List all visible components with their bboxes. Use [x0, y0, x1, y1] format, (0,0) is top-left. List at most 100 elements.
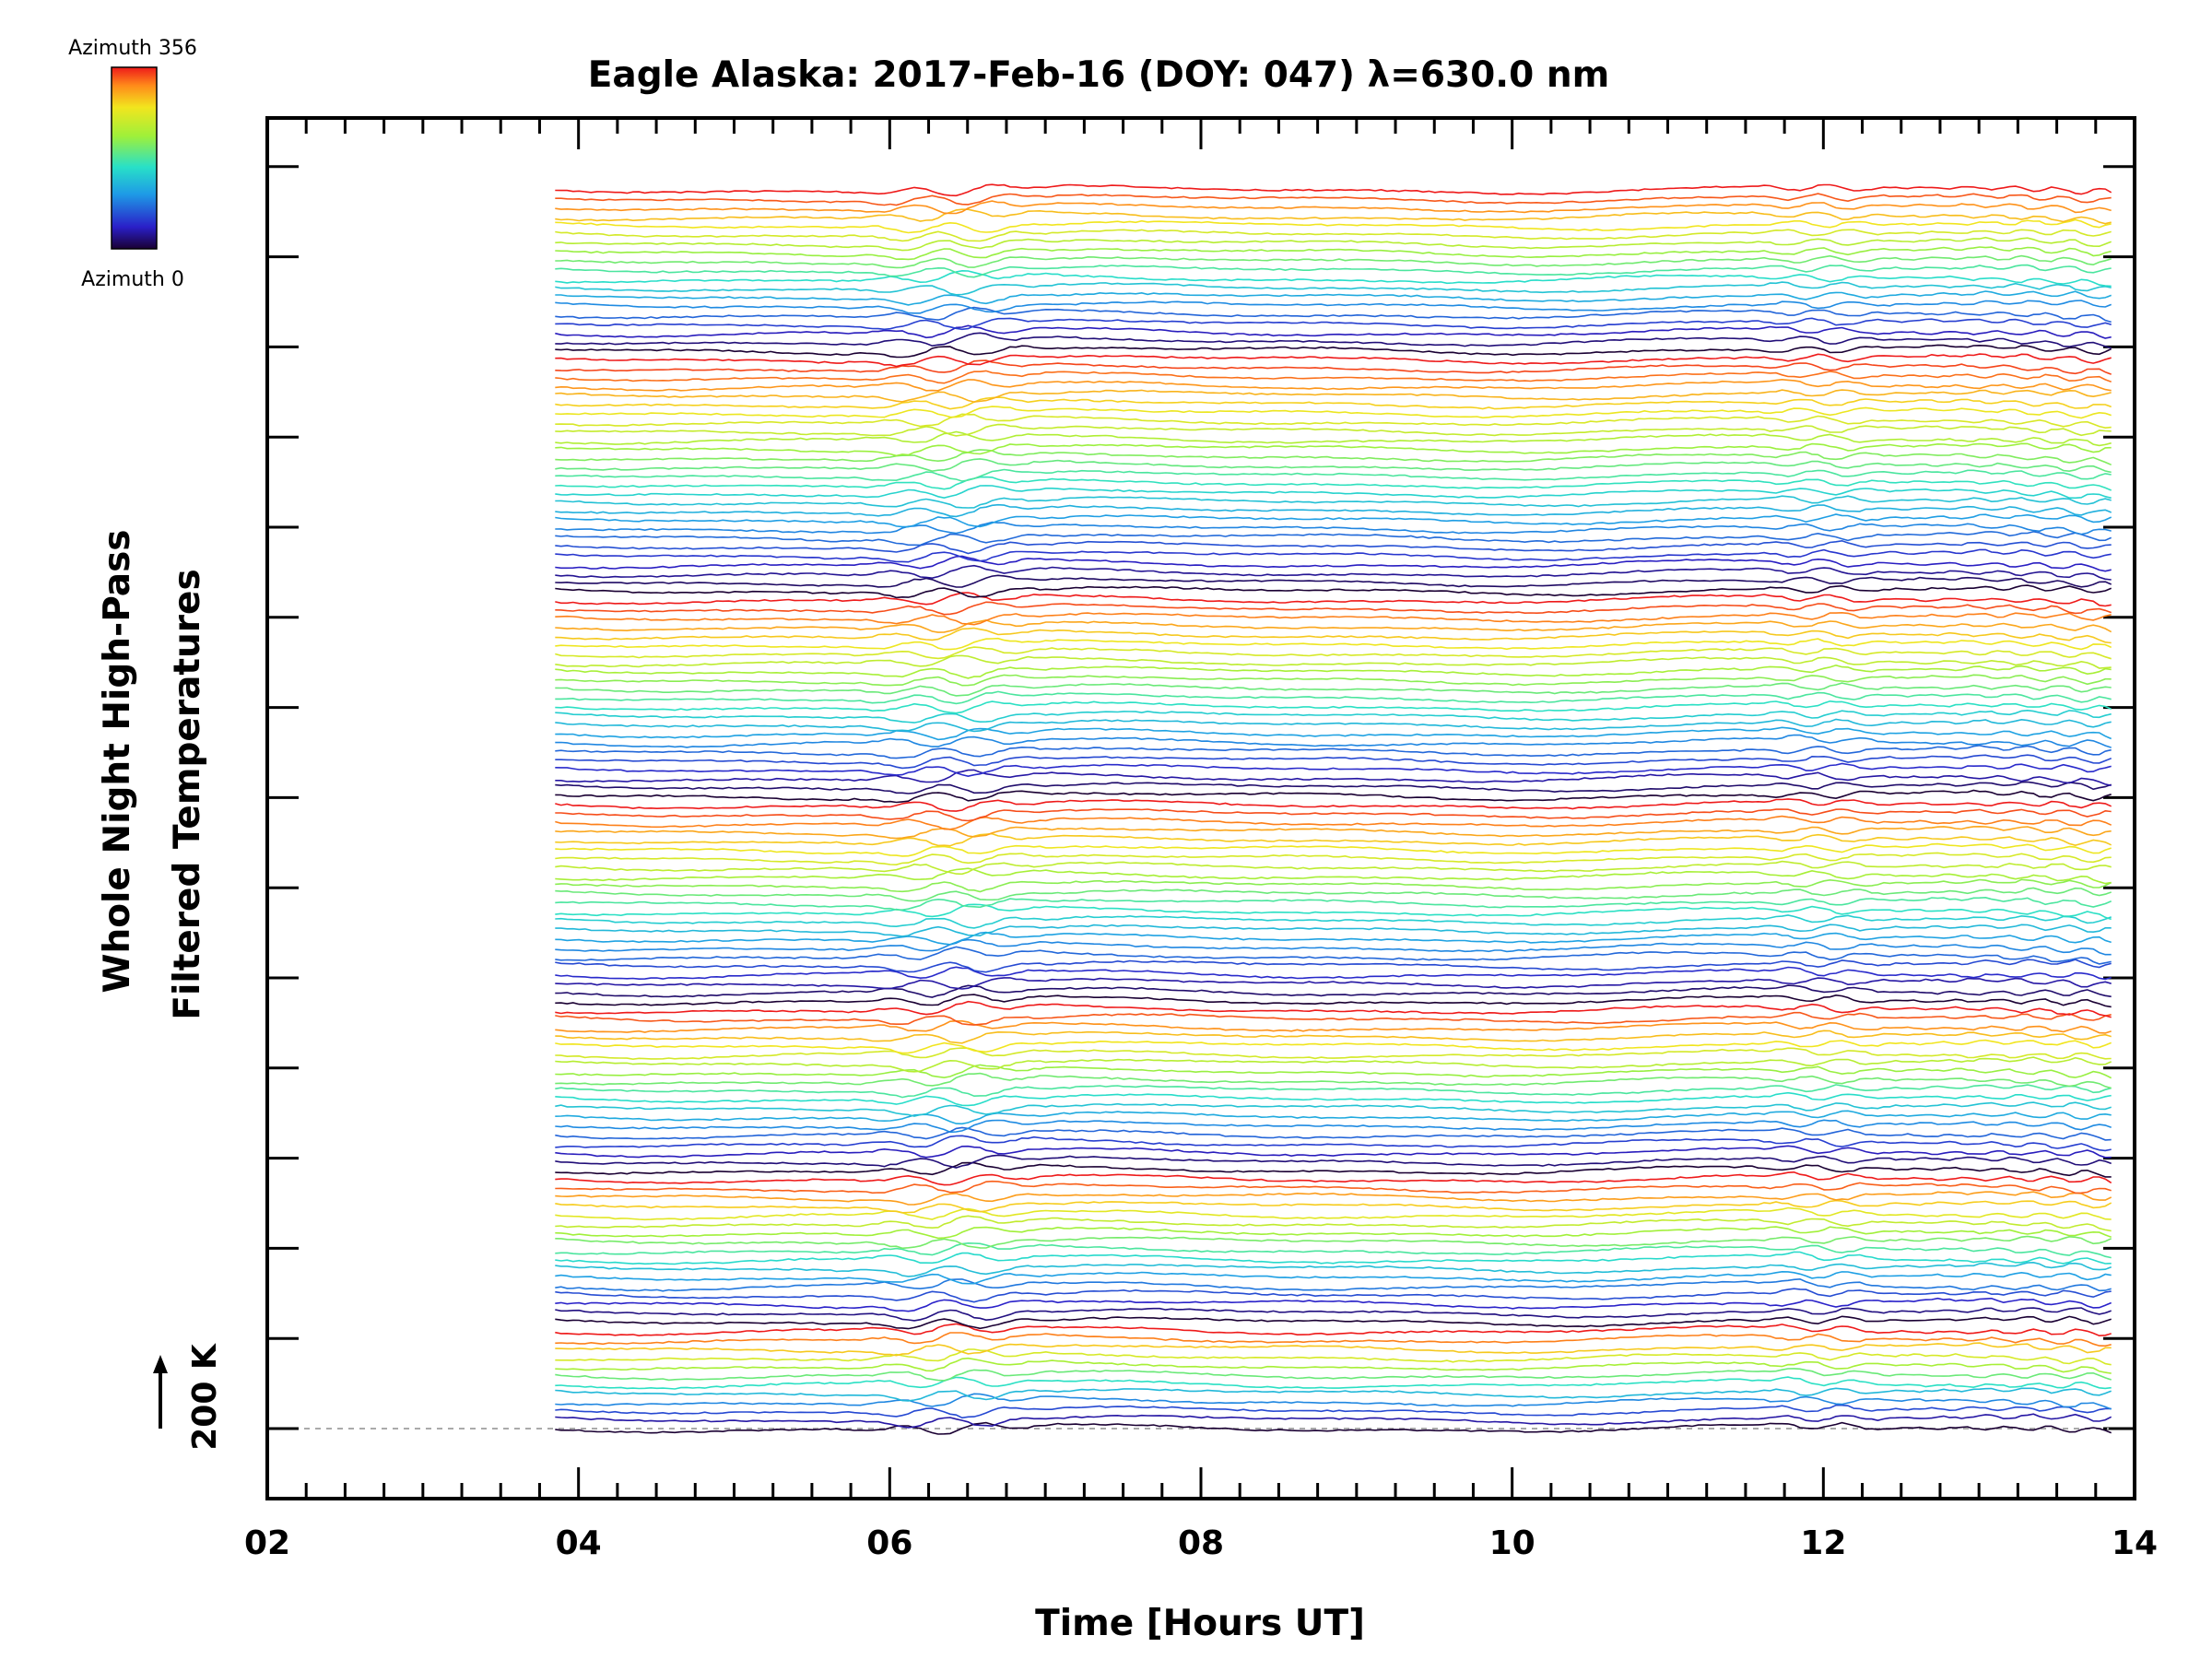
- x-tick-label-6: 14: [2112, 1524, 2158, 1562]
- trace-70: [555, 798, 2112, 812]
- trace-103: [555, 503, 2112, 518]
- y-axis-label-line2: Filtered Temperatures: [167, 569, 208, 1019]
- trace-41: [555, 1056, 2112, 1073]
- trace-98: [555, 548, 2112, 563]
- trace-129: [555, 269, 2112, 288]
- trace-106: [555, 476, 2112, 491]
- trace-27: [555, 1180, 2112, 1194]
- trace-113: [555, 413, 2112, 429]
- trace-46: [555, 1011, 2112, 1026]
- trace-49: [555, 984, 2112, 998]
- trace-93: [555, 592, 2112, 607]
- trace-111: [555, 430, 2112, 447]
- trace-15: [555, 1288, 2112, 1303]
- trace-21: [555, 1235, 2112, 1250]
- x-axis-label: Time [Hours UT]: [1035, 1603, 1365, 1644]
- trace-1: [555, 1413, 2112, 1429]
- trace-58: [555, 903, 2112, 921]
- trace-42: [555, 1047, 2112, 1061]
- x-tick-label-4: 10: [1489, 1524, 1535, 1562]
- trace-44: [555, 1030, 2112, 1044]
- trace-95: [555, 574, 2112, 588]
- trace-109: [555, 449, 2112, 466]
- trace-135: [555, 218, 2112, 234]
- trace-48: [555, 994, 2112, 1008]
- trace-101: [555, 521, 2112, 535]
- trace-29: [555, 1161, 2112, 1178]
- trace-124: [555, 317, 2112, 331]
- trace-34: [555, 1119, 2112, 1134]
- trace-92: [555, 601, 2112, 616]
- trace-31: [555, 1145, 2112, 1159]
- colorbar: Azimuth 356 Azimuth 0: [68, 37, 197, 291]
- trace-139: [555, 183, 2112, 197]
- trace-130: [555, 264, 2112, 278]
- trace-6: [555, 1368, 2112, 1382]
- trace-4: [555, 1387, 2112, 1402]
- trace-53: [555, 946, 2112, 965]
- trace-32: [555, 1135, 2112, 1152]
- trace-120: [555, 353, 2112, 368]
- trace-69: [555, 808, 2112, 822]
- trace-9: [555, 1342, 2112, 1357]
- trace-86: [555, 654, 2112, 669]
- trace-39: [555, 1072, 2112, 1089]
- trace-116: [555, 389, 2112, 403]
- trace-127: [555, 290, 2112, 306]
- trace-67: [555, 825, 2112, 840]
- trace-133: [555, 236, 2112, 252]
- trace-79: [555, 718, 2112, 733]
- y-axis-ticks: [267, 165, 2135, 1430]
- trace-5: [555, 1376, 2112, 1390]
- trace-100: [555, 530, 2112, 547]
- temperature-traces: [555, 183, 2112, 1435]
- trace-47: [555, 1000, 2112, 1018]
- colorbar-gradient: [111, 66, 158, 250]
- trace-132: [555, 246, 2112, 261]
- trace-104: [555, 495, 2112, 509]
- trace-88: [555, 637, 2112, 651]
- trace-94: [555, 584, 2112, 599]
- trace-97: [555, 555, 2112, 572]
- trace-123: [555, 324, 2112, 339]
- trace-77: [555, 734, 2112, 748]
- x-tick-label-0: 02: [244, 1524, 290, 1562]
- scale-bar: 200 K: [153, 1343, 224, 1451]
- trace-63: [555, 860, 2112, 876]
- trace-24: [555, 1206, 2112, 1221]
- trace-125: [555, 306, 2112, 324]
- trace-105: [555, 485, 2112, 500]
- colorbar-top-label: Azimuth 356: [68, 37, 197, 60]
- trace-112: [555, 423, 2112, 437]
- trace-119: [555, 359, 2112, 375]
- trace-71: [555, 789, 2112, 804]
- trace-26: [555, 1191, 2112, 1206]
- x-tick-label-5: 12: [1800, 1524, 1846, 1562]
- trace-85: [555, 664, 2112, 679]
- trace-37: [555, 1091, 2112, 1107]
- scale-bar-label: 200 K: [186, 1343, 224, 1451]
- trace-84: [555, 674, 2112, 687]
- trace-17: [555, 1270, 2112, 1285]
- trace-16: [555, 1277, 2112, 1292]
- trace-12: [555, 1315, 2112, 1330]
- trace-55: [555, 931, 2112, 946]
- trace-80: [555, 709, 2112, 724]
- x-tick-label-1: 04: [556, 1524, 602, 1562]
- trace-118: [555, 370, 2112, 384]
- trace-13: [555, 1307, 2112, 1322]
- trace-38: [555, 1084, 2112, 1099]
- trace-43: [555, 1039, 2112, 1054]
- trace-126: [555, 300, 2112, 314]
- trace-36: [555, 1101, 2112, 1117]
- trace-87: [555, 646, 2112, 660]
- trace-115: [555, 396, 2112, 410]
- trace-50: [555, 977, 2112, 990]
- trace-64: [555, 852, 2112, 866]
- trace-83: [555, 682, 2112, 697]
- trace-75: [555, 754, 2112, 770]
- trace-102: [555, 513, 2112, 528]
- trace-33: [555, 1126, 2112, 1141]
- trace-7: [555, 1357, 2112, 1374]
